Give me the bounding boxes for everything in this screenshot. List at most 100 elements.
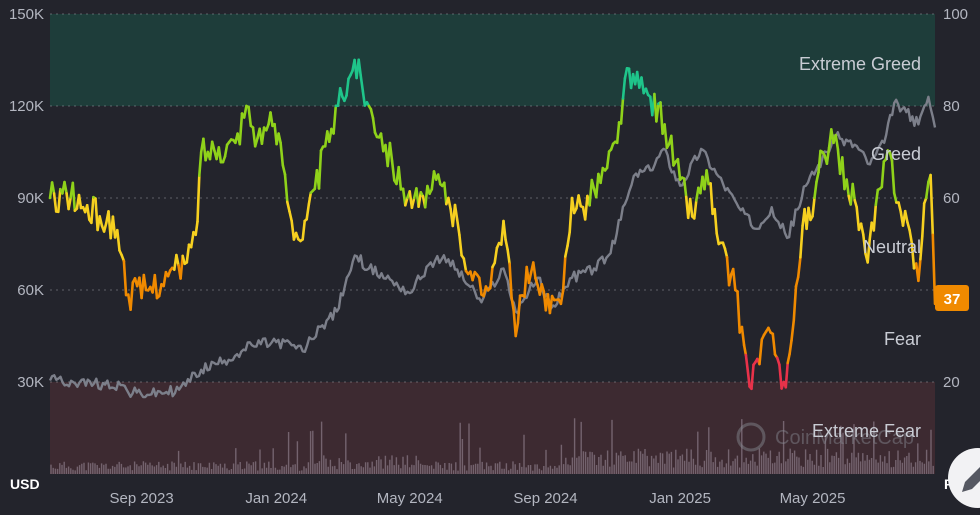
fear-greed-segment <box>872 203 878 232</box>
fear-greed-segment <box>285 200 291 213</box>
price-tick-label: 120K <box>9 98 44 115</box>
fear-greed-segment <box>851 182 857 202</box>
edit-button-bg[interactable] <box>948 448 980 508</box>
fear-greed-segment <box>504 238 509 251</box>
fear-greed-segment <box>361 89 367 107</box>
fear-greed-segment <box>194 220 199 237</box>
fear-greed-segment <box>369 107 375 120</box>
fear-greed-segment <box>688 197 694 218</box>
fear-greed-segment <box>116 228 121 252</box>
fear-greed-segment <box>559 289 565 306</box>
fear-greed-segment <box>253 136 259 148</box>
fear-greed-segment <box>908 228 914 245</box>
fear-greed-segment <box>813 180 818 199</box>
fear-greed-segment <box>260 126 266 145</box>
fear-greed-segment <box>217 146 223 164</box>
fear-greed-segment <box>590 178 596 191</box>
price-tick-label: 30K <box>17 374 44 391</box>
fear-greed-segment <box>599 166 605 185</box>
zone-label: Extreme Greed <box>799 54 921 74</box>
fear-greed-segment <box>692 199 698 220</box>
fear-greed-segment <box>288 210 294 223</box>
fear-greed-segment <box>305 203 311 221</box>
fear-greed-segment <box>102 221 108 233</box>
fear-greed-segment <box>403 196 409 207</box>
price-axis: 30K 60K 90K 120K 150K <box>9 6 44 391</box>
watermark-text: CoinMarketCap <box>775 427 914 449</box>
fear-greed-segment <box>423 184 429 209</box>
fear-greed-segment <box>924 180 930 200</box>
fear-greed-segment <box>663 123 669 150</box>
fear-greed-segment <box>715 232 721 246</box>
fear-greed-segment <box>189 230 195 249</box>
fear-greed-line <box>48 58 937 391</box>
fear-greed-segment <box>56 187 62 214</box>
fear-greed-segment <box>771 332 777 356</box>
fear-greed-segment <box>577 194 583 208</box>
fear-greed-segment <box>619 97 625 125</box>
fear-greed-segment <box>269 111 274 128</box>
fear-greed-segment <box>799 224 804 259</box>
fear-greed-segment <box>85 204 91 221</box>
fear-greed-segment <box>588 178 594 207</box>
fear-greed-segment <box>570 196 576 215</box>
fear-greed-segment <box>359 74 365 93</box>
fear-greed-segment <box>238 112 244 146</box>
fear-greed-segment <box>790 318 796 342</box>
fear-greed-segment <box>531 261 537 280</box>
fear-greed-segment <box>493 246 499 265</box>
fear-greed-segment <box>746 369 751 388</box>
fear-greed-segment <box>67 196 72 211</box>
fear-greed-segment <box>794 275 800 288</box>
fear-greed-segment <box>788 339 793 356</box>
fear-greed-segment <box>175 253 180 267</box>
fear-greed-segment <box>786 352 791 365</box>
fear-greed-segment <box>792 284 798 322</box>
zone-label: Extreme Fear <box>812 421 921 441</box>
fear-greed-segment <box>621 77 627 100</box>
fear-greed-segment <box>615 121 621 145</box>
fear-greed-segment <box>897 201 903 214</box>
fear-greed-segment <box>279 141 285 167</box>
fear-greed-segment <box>731 267 737 292</box>
date-tick-label: Sep 2023 <box>109 490 173 507</box>
fear-greed-segment <box>281 163 287 176</box>
fear-greed-segment <box>301 219 307 241</box>
fear-greed-segment <box>223 143 229 158</box>
current-value-badge: 37 <box>935 285 969 311</box>
fear-greed-segment <box>510 296 516 312</box>
fear-greed-segment <box>283 173 289 204</box>
index-tick-label: 60 <box>943 190 960 207</box>
fear-greed-segment <box>442 181 448 206</box>
fear-greed-segment <box>890 159 896 195</box>
fear-greed-segment <box>861 233 867 255</box>
pencil-icon <box>962 467 980 492</box>
fear-greed-segment <box>436 173 442 186</box>
index-tick-label: 20 <box>943 374 960 391</box>
zone-label: Neutral <box>863 237 921 257</box>
fear-greed-segment <box>920 202 926 238</box>
fear-greed-segment <box>332 104 338 135</box>
fear-greed-segment <box>682 177 688 199</box>
fear-greed-segment <box>778 363 783 390</box>
fear-greed-segment <box>825 146 831 165</box>
fear-greed-segment <box>709 182 714 216</box>
fear-greed-segment <box>379 132 385 153</box>
fear-greed-segment <box>157 282 163 298</box>
volume-bars <box>50 418 934 474</box>
fear-greed-segment <box>859 222 865 236</box>
edit-button[interactable] <box>948 448 980 508</box>
fear-greed-segment <box>784 361 790 389</box>
fear-greed-segment <box>153 273 159 300</box>
fear-greed-segment <box>892 191 898 204</box>
fear-greed-segment <box>162 270 168 288</box>
fear-greed-segment <box>307 191 313 206</box>
fear-greed-segment <box>142 273 148 292</box>
zone-label: Fear <box>884 329 921 349</box>
fear-greed-segment <box>345 77 350 97</box>
fear-greed-segment <box>888 150 894 163</box>
fear-greed-segment <box>185 243 191 264</box>
fear-greed-segment <box>52 192 58 213</box>
fear-greed-segment <box>371 116 377 134</box>
